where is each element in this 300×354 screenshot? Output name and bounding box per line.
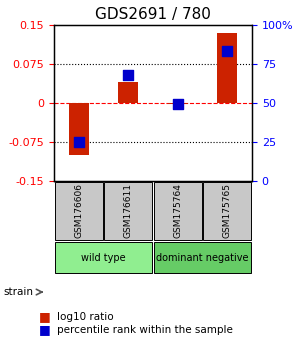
Bar — [69, 103, 89, 155]
FancyBboxPatch shape — [154, 182, 202, 240]
Text: wild type: wild type — [81, 253, 126, 263]
FancyBboxPatch shape — [55, 182, 103, 240]
Text: ■: ■ — [39, 310, 51, 323]
Text: strain: strain — [3, 287, 33, 297]
Point — [126, 72, 131, 78]
Bar — [168, 103, 188, 104]
Text: percentile rank within the sample: percentile rank within the sample — [57, 325, 233, 335]
Bar — [118, 82, 138, 103]
Text: GSM176611: GSM176611 — [124, 183, 133, 238]
Text: dominant negative: dominant negative — [156, 253, 249, 263]
Text: GSM175764: GSM175764 — [173, 183, 182, 238]
Text: log10 ratio: log10 ratio — [57, 312, 114, 322]
Point — [225, 48, 230, 54]
FancyBboxPatch shape — [203, 182, 251, 240]
Title: GDS2691 / 780: GDS2691 / 780 — [95, 7, 211, 22]
FancyBboxPatch shape — [154, 242, 251, 273]
FancyBboxPatch shape — [55, 242, 152, 273]
Point — [175, 101, 180, 107]
Text: ■: ■ — [39, 324, 51, 336]
Text: GSM175765: GSM175765 — [223, 183, 232, 238]
Point — [76, 139, 81, 144]
FancyBboxPatch shape — [104, 182, 152, 240]
Bar — [217, 33, 237, 103]
Text: GSM176606: GSM176606 — [74, 183, 83, 238]
